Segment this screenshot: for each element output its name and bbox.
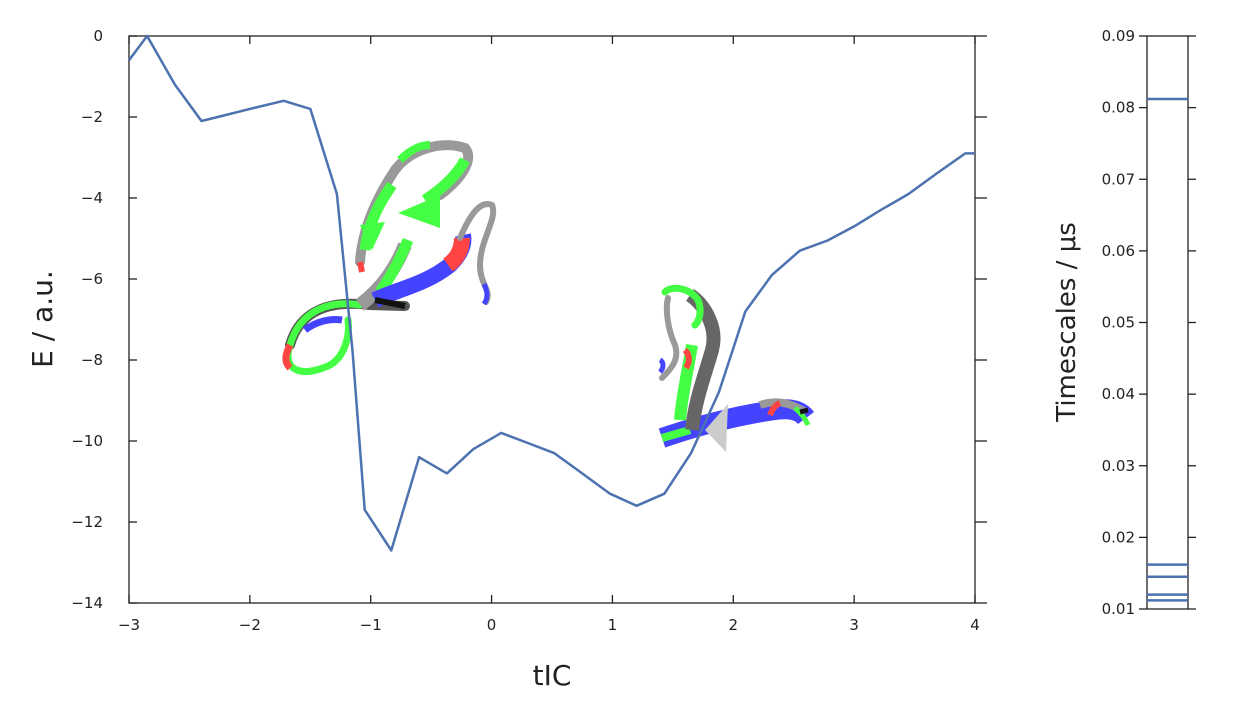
ts-tick-label: 0.08 bbox=[1102, 99, 1135, 117]
ts-tick-label: 0.02 bbox=[1102, 528, 1135, 546]
main-ticks: −3 −2 −1 0 1 2 3 4−14−12−10−8−6−4−20 bbox=[71, 27, 987, 634]
unfolded-protein-structure bbox=[282, 140, 497, 375]
x-tick-label: −3 bbox=[118, 616, 140, 634]
y-tick-label: −14 bbox=[71, 594, 103, 612]
protein-segment bbox=[793, 406, 811, 427]
timescales-plot-frame bbox=[1146, 35, 1189, 610]
ts-tick-label: 0.05 bbox=[1102, 314, 1135, 332]
protein-segment bbox=[767, 400, 782, 417]
ts-tick-label: 0.09 bbox=[1102, 27, 1135, 45]
protein-strand bbox=[421, 157, 470, 205]
protein-segment bbox=[799, 407, 809, 415]
x-tick-label: 1 bbox=[608, 616, 618, 634]
protein-arrowhead bbox=[360, 222, 385, 250]
protein-strand bbox=[375, 237, 414, 296]
y-tick-label: −4 bbox=[81, 189, 103, 207]
protein-segment bbox=[302, 316, 343, 333]
x-tick-label: −2 bbox=[239, 616, 261, 634]
protein-loop bbox=[659, 295, 680, 381]
protein-segment bbox=[282, 343, 294, 371]
protein-segment bbox=[286, 300, 364, 349]
protein-segment bbox=[374, 297, 406, 309]
y-tick-label: 0 bbox=[93, 27, 103, 45]
x-tick-label: 4 bbox=[970, 616, 980, 634]
protein-segment bbox=[481, 282, 490, 306]
protein-arrowhead bbox=[398, 195, 440, 228]
protein-segment bbox=[658, 357, 666, 374]
protein-segment bbox=[682, 347, 692, 370]
timescales-axis-title: Timescales / μs bbox=[1052, 222, 1082, 423]
folded-protein-structure bbox=[658, 284, 814, 452]
y-tick-label: −6 bbox=[81, 270, 103, 288]
x-tick-label: −1 bbox=[360, 616, 382, 634]
timescale-lines bbox=[1147, 97, 1188, 602]
protein-arrowhead bbox=[705, 404, 728, 452]
energy-line-layer bbox=[127, 34, 975, 552]
protein-strand bbox=[674, 344, 698, 421]
protein-strand bbox=[443, 237, 470, 272]
main-plot-frame bbox=[128, 35, 976, 604]
y-tick-label: −10 bbox=[71, 432, 103, 450]
ts-tick-label: 0.03 bbox=[1102, 457, 1135, 475]
ts-tick-label: 0.04 bbox=[1102, 385, 1135, 403]
energy-line bbox=[127, 34, 975, 552]
protein-loop bbox=[661, 284, 704, 329]
protein-segment bbox=[660, 426, 692, 442]
x-axis-title: tIC bbox=[533, 659, 572, 692]
ts-tick-label: 0.06 bbox=[1102, 242, 1135, 260]
timescale-ticks: 0.01 0.02 0.03 0.04 0.05 0.06 0.07 0.08 0.09 bbox=[1102, 27, 1196, 618]
ts-tick-label: 0.07 bbox=[1102, 170, 1135, 188]
protein-segment bbox=[357, 261, 365, 273]
x-tick-label: 2 bbox=[729, 616, 739, 634]
y-axis-title: E / a.u. bbox=[26, 270, 59, 368]
x-tick-label: 3 bbox=[849, 616, 859, 634]
protein-segment bbox=[397, 141, 431, 163]
y-tick-label: −8 bbox=[81, 351, 103, 369]
ts-tick-label: 0.01 bbox=[1102, 600, 1135, 618]
y-tick-label: −12 bbox=[71, 513, 103, 531]
y-tick-label: −2 bbox=[81, 108, 103, 126]
protein-strand bbox=[359, 181, 397, 251]
x-tick-label: 0 bbox=[487, 616, 497, 634]
